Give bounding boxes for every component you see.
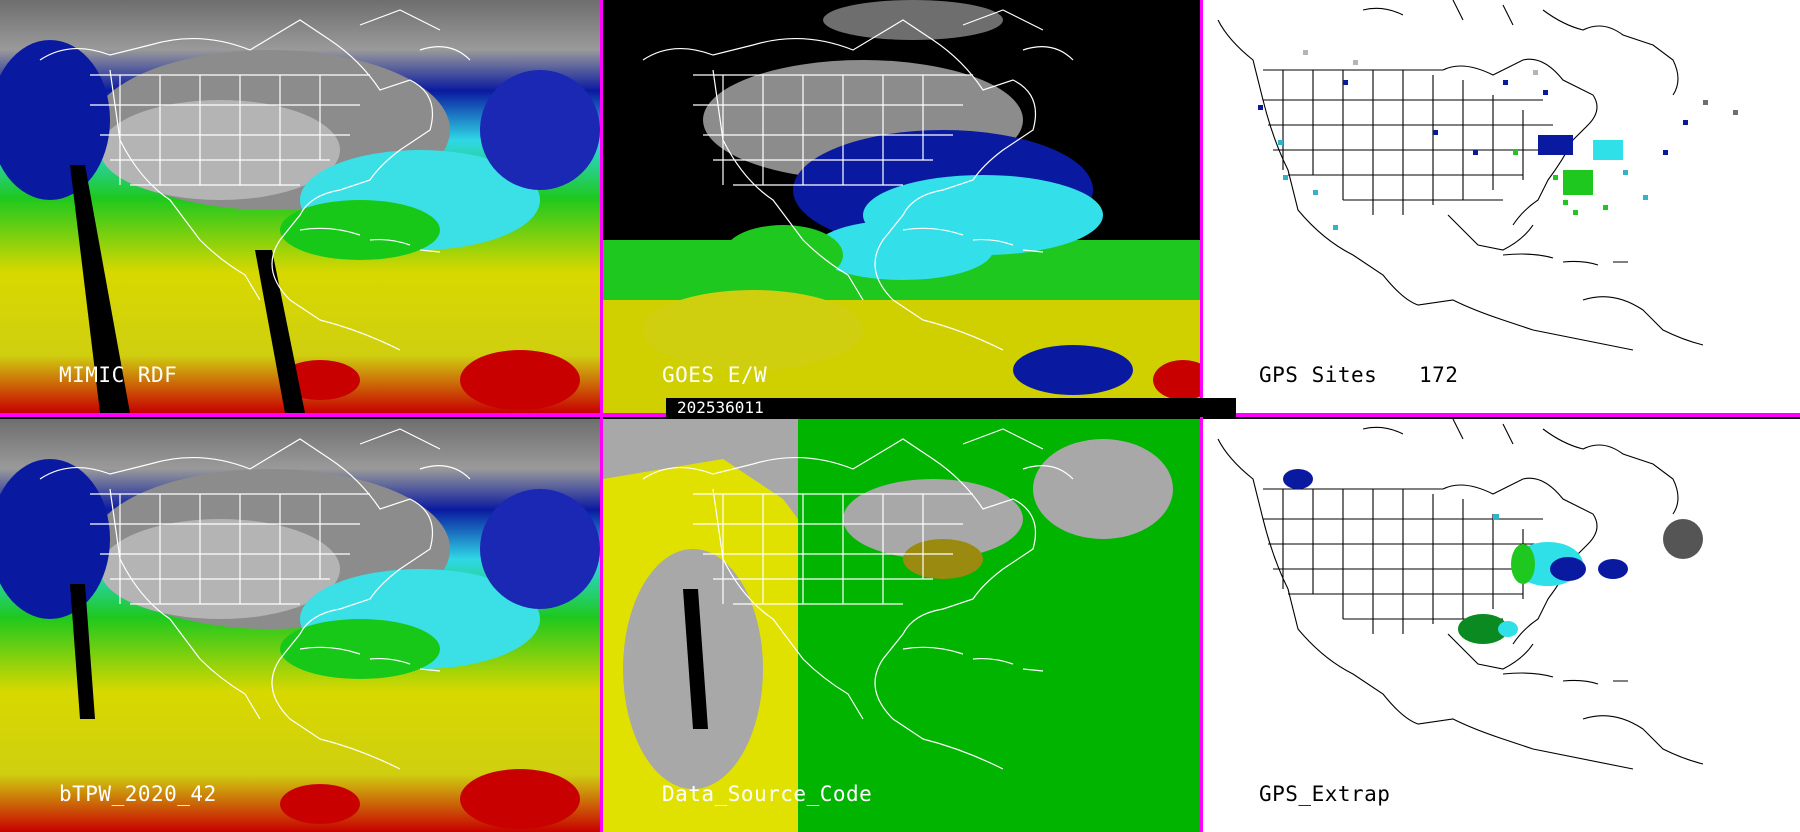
panel-label: bTPW_2020_42 xyxy=(59,782,217,806)
goes-ew-panel: GOES E/W xyxy=(603,0,1200,413)
data-source-code-panel: Data_Source_Code xyxy=(603,419,1200,832)
gps-sites-panel: GPS Sites 172 xyxy=(1203,0,1800,413)
gps-extrap-panel: GPS_Extrap xyxy=(1203,419,1800,832)
panel-label: Data_Source_Code xyxy=(662,782,873,806)
panel-label: GOES E/W xyxy=(662,363,768,387)
gps-extrap-regions xyxy=(1283,469,1703,644)
timestamp-text: 202536011 xyxy=(677,398,764,417)
gps-site-count: 172 xyxy=(1419,363,1459,387)
mimic-rdf-panel: MIMIC RDF xyxy=(0,0,600,413)
panel-label: GPS_Extrap xyxy=(1259,782,1391,806)
gps-site-markers xyxy=(1258,50,1738,230)
panel-label: GPS Sites xyxy=(1259,363,1378,387)
btpw-panel: bTPW_2020_42 xyxy=(0,419,600,832)
panel-label: MIMIC RDF xyxy=(59,363,178,387)
timestamp-bar: 202536011 xyxy=(666,398,1236,417)
